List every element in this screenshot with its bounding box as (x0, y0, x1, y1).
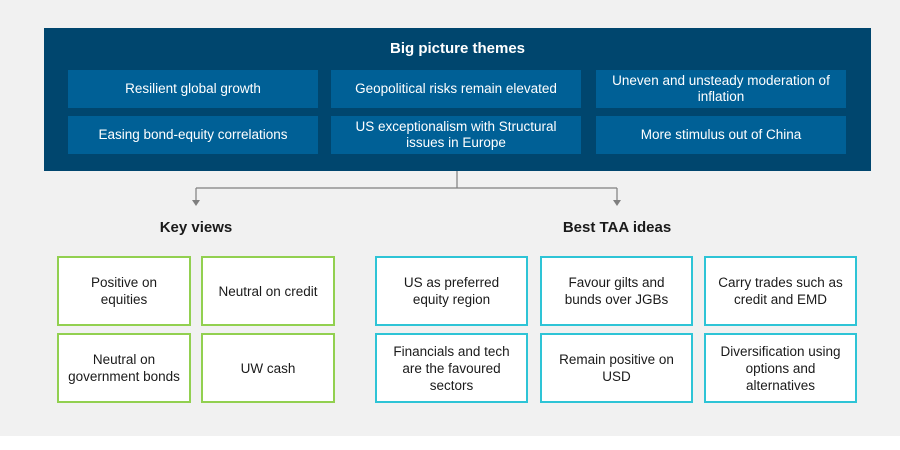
big-picture-themes-panel: Big picture themes Resilient global grow… (44, 28, 871, 171)
theme-box-4: Easing bond-equity correlations (68, 116, 318, 154)
theme-box-2: Geopolitical risks remain elevated (331, 70, 581, 108)
taa-ideas-title: Best TAA ideas (562, 219, 672, 236)
taa-idea-box-5: Remain positive on USD (540, 333, 693, 403)
key-views-title: Key views (159, 219, 233, 236)
key-view-box-4: UW cash (201, 333, 335, 403)
taa-idea-box-2: Favour gilts and bunds over JGBs (540, 256, 693, 326)
key-view-box-3: Neutral on government bonds (57, 333, 191, 403)
theme-box-1: Resilient global growth (68, 70, 318, 108)
taa-idea-box-1: US as preferred equity region (375, 256, 528, 326)
taa-idea-box-4: Financials and tech are the favoured sec… (375, 333, 528, 403)
big-picture-title: Big picture themes (389, 40, 526, 57)
key-view-box-1: Positive on equities (57, 256, 191, 326)
theme-box-6: More stimulus out of China (596, 116, 846, 154)
theme-box-5: US exceptionalism with Structural issues… (331, 116, 581, 154)
theme-box-3: Uneven and unsteady moderation of inflat… (596, 70, 846, 108)
arrowhead-left (192, 200, 200, 206)
taa-idea-box-6: Diversification using options and altern… (704, 333, 857, 403)
key-view-box-2: Neutral on credit (201, 256, 335, 326)
taa-idea-box-3: Carry trades such as credit and EMD (704, 256, 857, 326)
arrowhead-right (613, 200, 621, 206)
